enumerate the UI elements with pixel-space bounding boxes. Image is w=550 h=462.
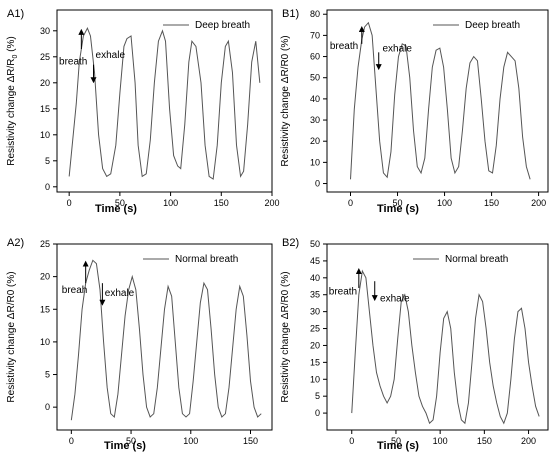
y-tick-label: 25 (40, 52, 50, 62)
annotation-text: exhale (380, 293, 410, 304)
x-tick-label: 0 (349, 436, 354, 446)
annotation-text: breah (62, 285, 88, 296)
y-axis-label-main: Resistivity change ΔR/R0 (%) (280, 271, 291, 402)
series-line (68, 26, 261, 180)
y-tick-label: 70 (310, 30, 320, 40)
y-tick-label: 10 (310, 374, 320, 384)
y-tick-label: 0 (315, 179, 320, 189)
x-tick-label: 150 (243, 436, 258, 446)
y-tick-label: 10 (310, 157, 320, 167)
y-tick-label: 40 (310, 94, 320, 104)
chart-panel-2: 0 50 100 150 200 0 10 20 30 40 50 60 70 80 Deep breath… (280, 8, 549, 215)
y-tick-label: 0 (45, 402, 50, 412)
panel-label: A2) (7, 237, 24, 249)
y-tick-label: 30 (310, 115, 320, 125)
panel-label: B2) (282, 237, 299, 249)
plot-frame (326, 243, 549, 431)
chart-panel-4: 0 50 100 150 200 0 5 10 15 20 25 30 35 40 45 50 Normal b… (280, 237, 549, 452)
annotation-text: exhale (105, 288, 135, 299)
y-tick-label: 50 (310, 73, 320, 83)
y-tick-label: 35 (310, 290, 320, 300)
legend-label: Normal breath (175, 254, 238, 265)
series-line (70, 259, 262, 421)
x-tick-label: 200 (264, 198, 279, 208)
y-axis-label: Resistivity change ΔR/R0 (%) (280, 35, 291, 166)
y-tick-label: 15 (310, 357, 320, 367)
chart-panel-1: 0 50 100 150 200 0 5 10 15 20 25 30 Deep breath A1) Ti… (6, 8, 280, 215)
y-axis-label-unit: (%) (6, 36, 17, 54)
y-tick-label: 25 (40, 239, 50, 249)
y-tick-label: 45 (310, 256, 320, 266)
x-tick-label: 50 (115, 198, 125, 208)
series-line (351, 269, 540, 425)
x-tick-label: 100 (437, 198, 452, 208)
x-tick-label: 200 (531, 198, 546, 208)
y-tick-label: 50 (310, 239, 320, 249)
y-tick-label: 80 (310, 9, 320, 19)
y-tick-label: 5 (45, 156, 50, 166)
y-tick-label: 25 (310, 324, 320, 334)
y-tick-label: 60 (310, 52, 320, 62)
y-tick-label: 15 (40, 104, 50, 114)
x-tick-label: 200 (521, 436, 536, 446)
y-tick-label: 20 (40, 78, 50, 88)
chart-panel-3: 0 50 100 150 0 5 10 15 20 25 Normal breath A2) Time … (6, 237, 273, 452)
y-tick-label: 0 (45, 182, 50, 192)
y-tick-label: 20 (310, 136, 320, 146)
series-line (350, 21, 531, 180)
x-tick-label: 150 (214, 198, 229, 208)
y-tick-label: 10 (40, 130, 50, 140)
annotation-text: exhale (382, 43, 412, 54)
y-tick-label: 40 (310, 273, 320, 283)
y-tick-label: 30 (310, 307, 320, 317)
plot-frame (56, 9, 273, 193)
y-tick-label: 10 (40, 337, 50, 347)
plot-frame (56, 243, 273, 431)
annotation-text: breath (330, 41, 358, 52)
annotation-text: breath (329, 287, 357, 298)
x-tick-label: 0 (348, 198, 353, 208)
y-tick-label: 15 (40, 304, 50, 314)
x-tick-label: 50 (126, 436, 136, 446)
y-tick-label: 5 (315, 391, 320, 401)
x-tick-label: 0 (69, 436, 74, 446)
x-tick-label: 100 (433, 436, 448, 446)
legend-label: Deep breath (195, 20, 250, 31)
x-tick-label: 0 (67, 198, 72, 208)
y-axis-label-subscript: 0 (12, 54, 19, 58)
x-tick-label: 50 (391, 436, 401, 446)
y-axis-label: Resistivity change ΔR/R0 (%) (280, 271, 291, 402)
plot-frame (326, 9, 549, 193)
y-axis-label-main: Resistivity change ΔR/R0 (%) (280, 35, 291, 166)
x-tick-label: 50 (393, 198, 403, 208)
y-tick-label: 5 (45, 370, 50, 380)
y-tick-label: 20 (40, 272, 50, 282)
x-tick-label: 100 (163, 198, 178, 208)
annotation-text: exhale (96, 50, 126, 61)
y-tick-label: 30 (40, 26, 50, 36)
panel-label: B1) (282, 8, 299, 20)
y-axis-label: Resistivity change ΔR/R0 (%) (6, 36, 19, 166)
legend-label: Normal breath (445, 254, 508, 265)
y-axis-label-main: Resistivity change ΔR/R0 (%) (6, 271, 17, 402)
x-tick-label: 150 (484, 198, 499, 208)
panel-label: A1) (7, 8, 24, 20)
x-axis-label: Time (s) (95, 203, 137, 215)
y-tick-label: 0 (315, 408, 320, 418)
annotation-text: breath (59, 57, 87, 68)
y-axis-label: Resistivity change ΔR/R0 (%) (6, 271, 17, 402)
x-axis-label: Time (s) (377, 440, 419, 452)
legend-label: Deep breath (465, 20, 520, 31)
x-tick-label: 150 (477, 436, 492, 446)
x-axis-label: Time (s) (104, 440, 146, 452)
x-tick-label: 100 (183, 436, 198, 446)
x-axis-label: Time (s) (377, 203, 419, 215)
y-axis-label-main: Resistivity change ΔR/R (6, 58, 17, 165)
y-tick-label: 20 (310, 340, 320, 350)
